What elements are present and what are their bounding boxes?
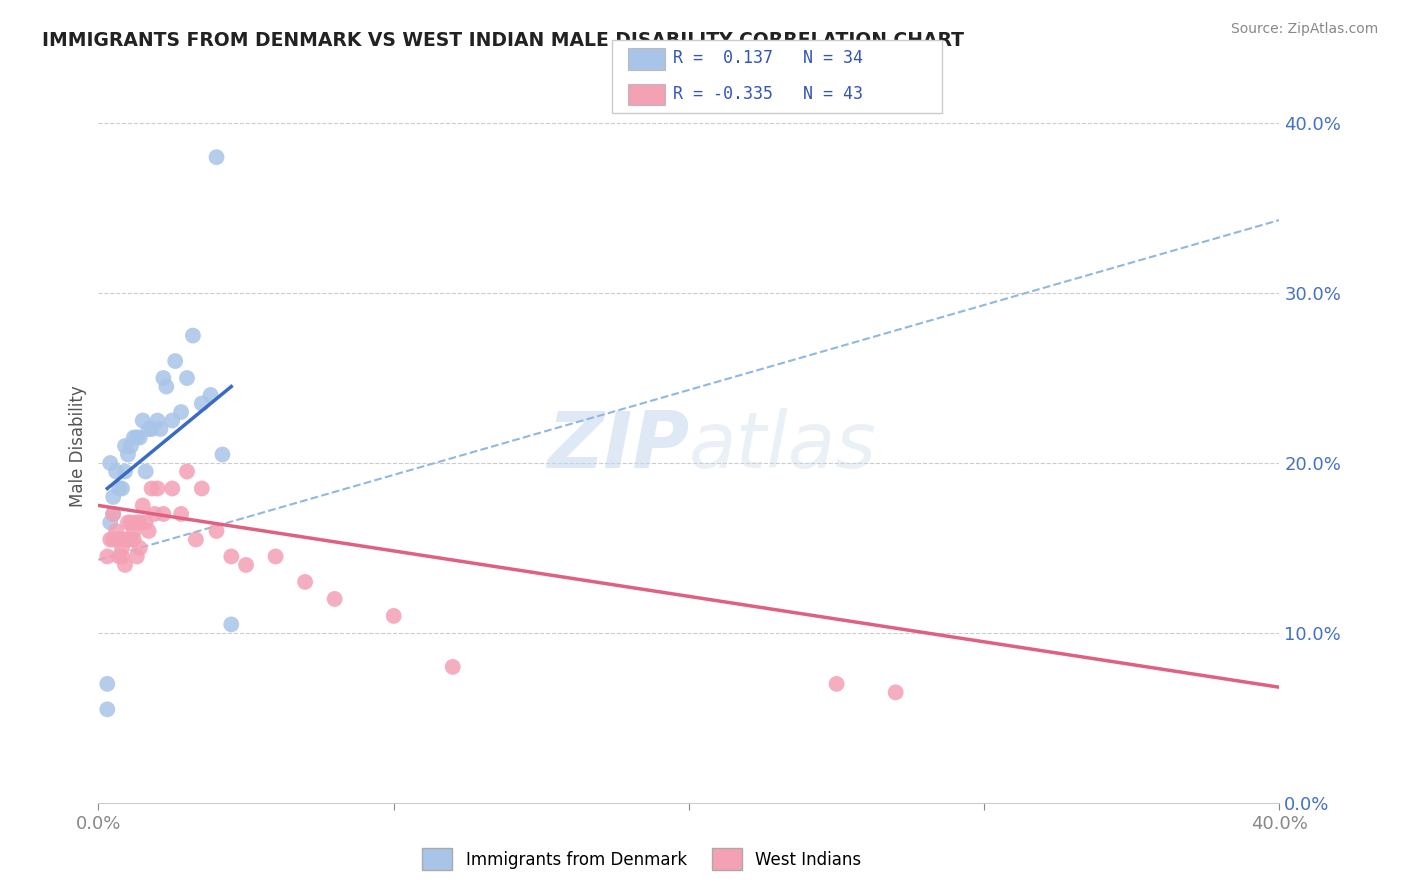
Point (138, 524, 160, 538)
Point (235, 558, 257, 572)
Point (152, 371, 174, 385)
Point (105, 465, 128, 479)
Point (96, 702, 118, 716)
Text: atlas: atlas (689, 408, 877, 484)
Point (128, 541, 150, 555)
Point (114, 558, 136, 572)
Point (111, 549, 134, 564)
Point (825, 677, 848, 691)
Point (103, 507, 125, 521)
Point (146, 413, 169, 427)
Point (128, 430, 150, 444)
Point (114, 465, 136, 479)
Point (138, 422, 160, 436)
Point (146, 482, 169, 496)
Point (120, 516, 142, 530)
Text: IMMIGRANTS FROM DENMARK VS WEST INDIAN MALE DISABILITY CORRELATION CHART: IMMIGRANTS FROM DENMARK VS WEST INDIAN M… (42, 31, 965, 50)
Point (152, 507, 174, 521)
Point (111, 482, 134, 496)
Point (117, 448, 139, 462)
Point (211, 448, 233, 462)
Point (165, 354, 187, 368)
Point (117, 533, 139, 547)
Point (294, 574, 316, 589)
Text: Source: ZipAtlas.com: Source: ZipAtlas.com (1230, 22, 1378, 37)
Legend: Immigrants from Denmark, West Indians: Immigrants from Denmark, West Indians (416, 842, 868, 877)
Point (132, 413, 155, 427)
Point (125, 549, 148, 564)
Point (162, 482, 183, 496)
Point (205, 150, 228, 164)
Point (125, 430, 148, 444)
Point (103, 533, 125, 547)
Point (125, 516, 148, 530)
Point (108, 533, 131, 547)
Text: R = -0.335   N = 43: R = -0.335 N = 43 (673, 85, 863, 103)
Point (128, 516, 150, 530)
Point (884, 685, 907, 699)
Point (108, 549, 131, 564)
Point (219, 549, 242, 564)
Point (264, 549, 287, 564)
Point (170, 507, 193, 521)
Point (114, 439, 136, 453)
Point (323, 591, 346, 606)
Point (111, 541, 134, 555)
Point (105, 524, 128, 538)
Point (120, 439, 142, 453)
Point (170, 405, 193, 419)
Point (120, 533, 142, 547)
Point (117, 516, 139, 530)
Point (191, 482, 214, 496)
Point (132, 499, 155, 513)
Point (103, 490, 125, 504)
Text: ZIP: ZIP (547, 408, 689, 484)
Point (141, 422, 163, 436)
Point (191, 396, 214, 410)
Point (135, 465, 157, 479)
Point (176, 371, 198, 385)
Text: R =  0.137   N = 34: R = 0.137 N = 34 (673, 49, 863, 67)
Point (143, 507, 166, 521)
Point (96, 549, 118, 564)
Point (122, 430, 145, 444)
Point (98, 456, 121, 470)
Point (108, 482, 131, 496)
Point (141, 482, 163, 496)
Point (162, 413, 183, 427)
Point (96, 677, 118, 691)
Point (441, 660, 464, 674)
Point (135, 516, 157, 530)
Point (98, 533, 121, 547)
Point (219, 617, 242, 632)
Point (103, 507, 125, 521)
Point (181, 328, 204, 343)
Point (149, 422, 172, 436)
Point (155, 379, 177, 393)
Point (205, 524, 228, 538)
Point (184, 533, 207, 547)
Point (98, 516, 121, 530)
Point (122, 524, 145, 538)
Point (114, 533, 136, 547)
Point (382, 608, 405, 623)
Point (122, 533, 145, 547)
Point (176, 465, 198, 479)
Point (200, 388, 222, 402)
Y-axis label: Male Disability: Male Disability (69, 385, 87, 507)
